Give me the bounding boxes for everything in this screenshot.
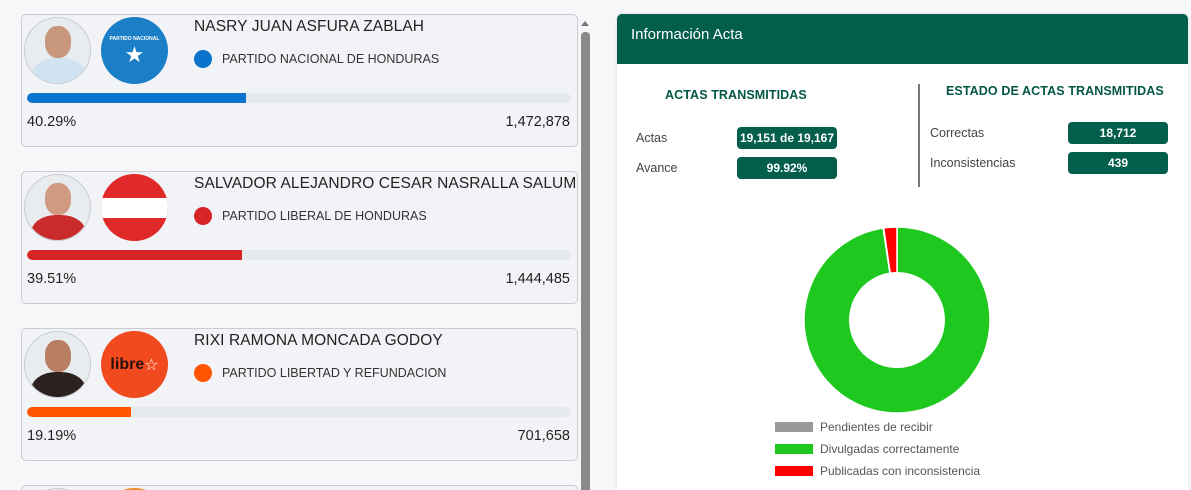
actas-status-chart: Pendientes de recibir Divulgadas correct… [617, 206, 1188, 490]
party-row: PARTIDO NACIONAL DE HONDURAS [194, 50, 439, 68]
party-logo: libre ☆ [101, 331, 168, 398]
vote-count: 701,658 [517, 428, 570, 444]
legend-label: Divulgadas correctamente [820, 442, 960, 456]
candidate-photo [24, 331, 91, 398]
star-icon: ★ [124, 41, 145, 67]
party-logo: PARTIDO NACIONAL ★ [101, 17, 168, 84]
legend-swatch-gray-icon [775, 422, 813, 432]
correctas-label: Correctas [930, 126, 985, 140]
candidate-list: PARTIDO NACIONAL ★ NASRY JUAN ASFURA ZAB… [0, 0, 595, 490]
inconsistencias-label: Inconsistencias [930, 156, 1016, 170]
party-name: PARTIDO LIBERTAD Y REFUNDACION [222, 366, 447, 380]
scrollbar-thumb[interactable] [581, 32, 590, 490]
scroll-up-arrow-icon[interactable] [581, 21, 589, 26]
legend-item-inconsistencia[interactable]: Publicadas con inconsistencia [775, 460, 980, 482]
candidate-list-scrollbar[interactable] [580, 18, 590, 490]
legend-label: Publicadas con inconsistencia [820, 464, 981, 478]
vote-percent: 19.19% [27, 428, 77, 444]
party-color-dot-icon [194, 50, 212, 68]
star-icon: ☆ [144, 356, 159, 374]
inconsistencias-value: 439 [1068, 152, 1168, 174]
avance-label: Avance [636, 161, 678, 175]
vote-progress-fill [27, 250, 242, 260]
chart-legend: Pendientes de recibir Divulgadas correct… [775, 416, 980, 482]
avance-value: 99.92% [737, 157, 837, 179]
party-color-dot-icon [194, 364, 212, 382]
actas-label: Actas [636, 131, 668, 145]
acta-stats: ACTAS TRANSMITIDAS Actas 19,151 de 19,16… [617, 64, 1188, 206]
actas-transmitidas-title: ACTAS TRANSMITIDAS [665, 88, 807, 102]
vote-progress-fill [27, 407, 132, 417]
estado-actas-title: ESTADO DE ACTAS TRANSMITIDAS [946, 84, 1164, 98]
candidate-name: NASRY JUAN ASFURA ZABLAH [194, 18, 425, 35]
vote-progress-bar [27, 407, 571, 417]
candidate-card[interactable]: libre ☆ RIXI RAMONA MONCADA GODOY PARTID… [21, 328, 578, 461]
legend-swatch-green-icon [775, 444, 813, 454]
flag-white-stripe-icon [101, 197, 168, 218]
candidate-card[interactable]: SALVADOR ALEJANDRO CESAR NASRALLA SALUM … [21, 171, 578, 304]
candidate-photo [24, 174, 91, 241]
party-logo-text: PARTIDO NACIONAL [109, 35, 160, 42]
party-row: PARTIDO LIBERTAD Y REFUNDACION [194, 364, 446, 382]
party-row: PARTIDO LIBERAL DE HONDURAS [194, 207, 427, 225]
party-color-dot-icon [194, 207, 212, 225]
party-name: PARTIDO LIBERAL DE HONDURAS [222, 209, 427, 223]
column-divider [918, 84, 920, 187]
vote-progress-bar [27, 250, 571, 260]
candidate-name: SALVADOR ALEJANDRO CESAR NASRALLA SALUM [194, 175, 577, 192]
candidate-name: RIXI RAMONA MONCADA GODOY [194, 332, 443, 349]
legend-label: Pendientes de recibir [820, 420, 933, 434]
correctas-value: 18,712 [1068, 122, 1168, 144]
candidate-card[interactable]: PARTIDO NACIONAL ★ NASRY JUAN ASFURA ZAB… [21, 14, 578, 147]
vote-count: 1,444,485 [505, 271, 570, 287]
legend-item-pendientes[interactable]: Pendientes de recibir [775, 416, 980, 438]
donut-chart[interactable] [803, 226, 991, 414]
party-logo [101, 488, 168, 490]
vote-progress-fill [27, 93, 247, 103]
party-name: PARTIDO NACIONAL DE HONDURAS [222, 52, 440, 66]
vote-percent: 39.51% [27, 271, 77, 287]
vote-count: 1,472,878 [505, 114, 570, 130]
actas-value: 19,151 de 19,167 [737, 127, 837, 149]
party-logo [101, 174, 168, 241]
candidate-card[interactable] [21, 485, 578, 490]
party-logo-text: libre [110, 355, 145, 373]
candidate-photo [24, 17, 91, 84]
vote-percent: 40.29% [27, 114, 77, 130]
acta-info-panel: Información Acta ACTAS TRANSMITIDAS Acta… [617, 14, 1188, 490]
vote-progress-bar [27, 93, 571, 103]
legend-item-divulgadas[interactable]: Divulgadas correctamente [775, 438, 980, 460]
panel-title: Información Acta [617, 14, 1188, 64]
legend-swatch-red-icon [775, 466, 813, 476]
